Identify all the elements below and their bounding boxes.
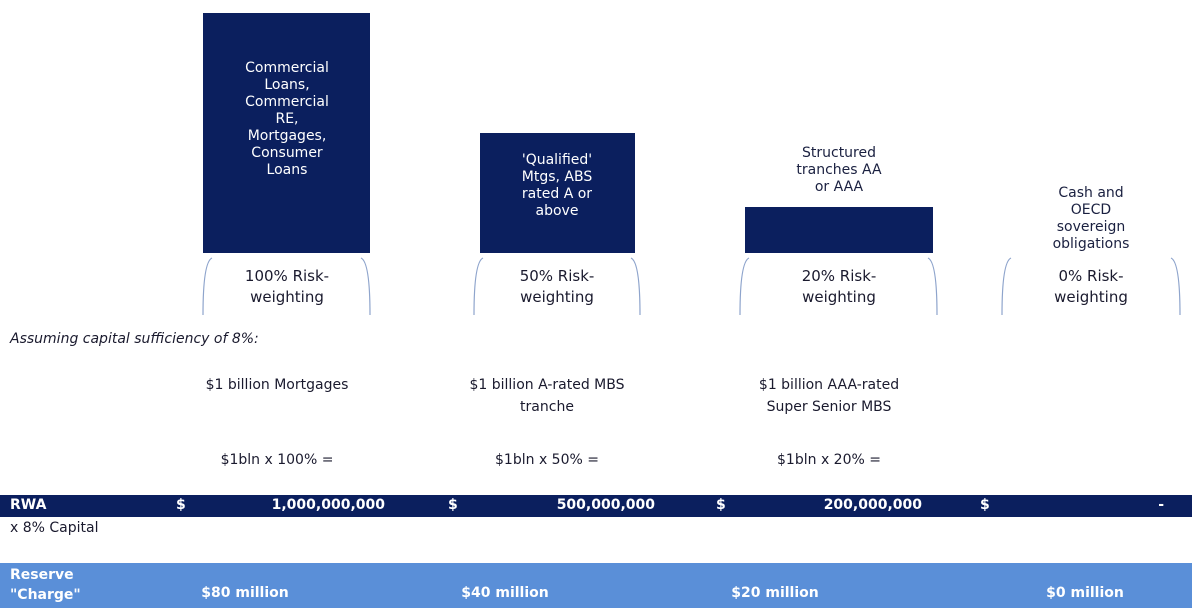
formula: $1bln x 100% =: [220, 452, 334, 468]
example: $1 billion A-rated MBS tranche: [469, 377, 625, 415]
formula: $1bln x 20% =: [777, 452, 881, 468]
brace: [739, 257, 938, 316]
rwa-label: RWA: [10, 497, 47, 513]
rwa-currency: $: [716, 497, 726, 513]
reserve-value: $0 million: [1046, 585, 1124, 601]
rwa-value: 500,000,000: [556, 497, 655, 513]
example: $1 billion AAA-rated Super Senior MBS: [758, 377, 900, 415]
weighting: 100% Risk- weighting: [244, 267, 330, 306]
reserve-value: $80 million: [201, 585, 289, 601]
rwa-row: [0, 495, 1192, 517]
brace: [1001, 257, 1181, 316]
description: Commercial Loans, Commercial RE, Mortgag…: [245, 60, 329, 178]
note: Assuming capital sufficiency of 8%:: [10, 331, 259, 347]
weighting: 50% Risk- weighting: [519, 267, 595, 306]
formula: $1bln x 50% =: [495, 452, 599, 468]
reserve-value: $40 million: [461, 585, 549, 601]
description: 'Qualified' Mtgs, ABS rated A or above: [521, 152, 593, 219]
rwa-value: 200,000,000: [823, 497, 922, 513]
rwa-currency: $: [176, 497, 186, 513]
bar: [203, 13, 370, 253]
weighting: 20% Risk- weighting: [801, 267, 877, 306]
reserve-row: [0, 563, 1192, 608]
brace: [202, 257, 371, 316]
bar: [480, 133, 635, 253]
description: Cash and OECD sovereign obligations: [1052, 185, 1130, 252]
rwa-value: 1,000,000,000: [271, 497, 385, 513]
capital-label: x 8% Capital: [10, 520, 99, 536]
bar: [745, 207, 933, 253]
reserve-value: $20 million: [731, 585, 819, 601]
reserve-label: Reserve "Charge": [10, 567, 81, 603]
example: $1 billion Mortgages: [205, 377, 349, 393]
braces: [202, 257, 1181, 316]
rwa-currency: $: [448, 497, 458, 513]
rwa-currency: $: [980, 497, 990, 513]
description: Structured tranches AA or AAA: [796, 145, 882, 195]
weighting: 0% Risk- weighting: [1054, 267, 1128, 306]
brace: [473, 257, 641, 316]
rwa-value: -: [1158, 497, 1164, 513]
